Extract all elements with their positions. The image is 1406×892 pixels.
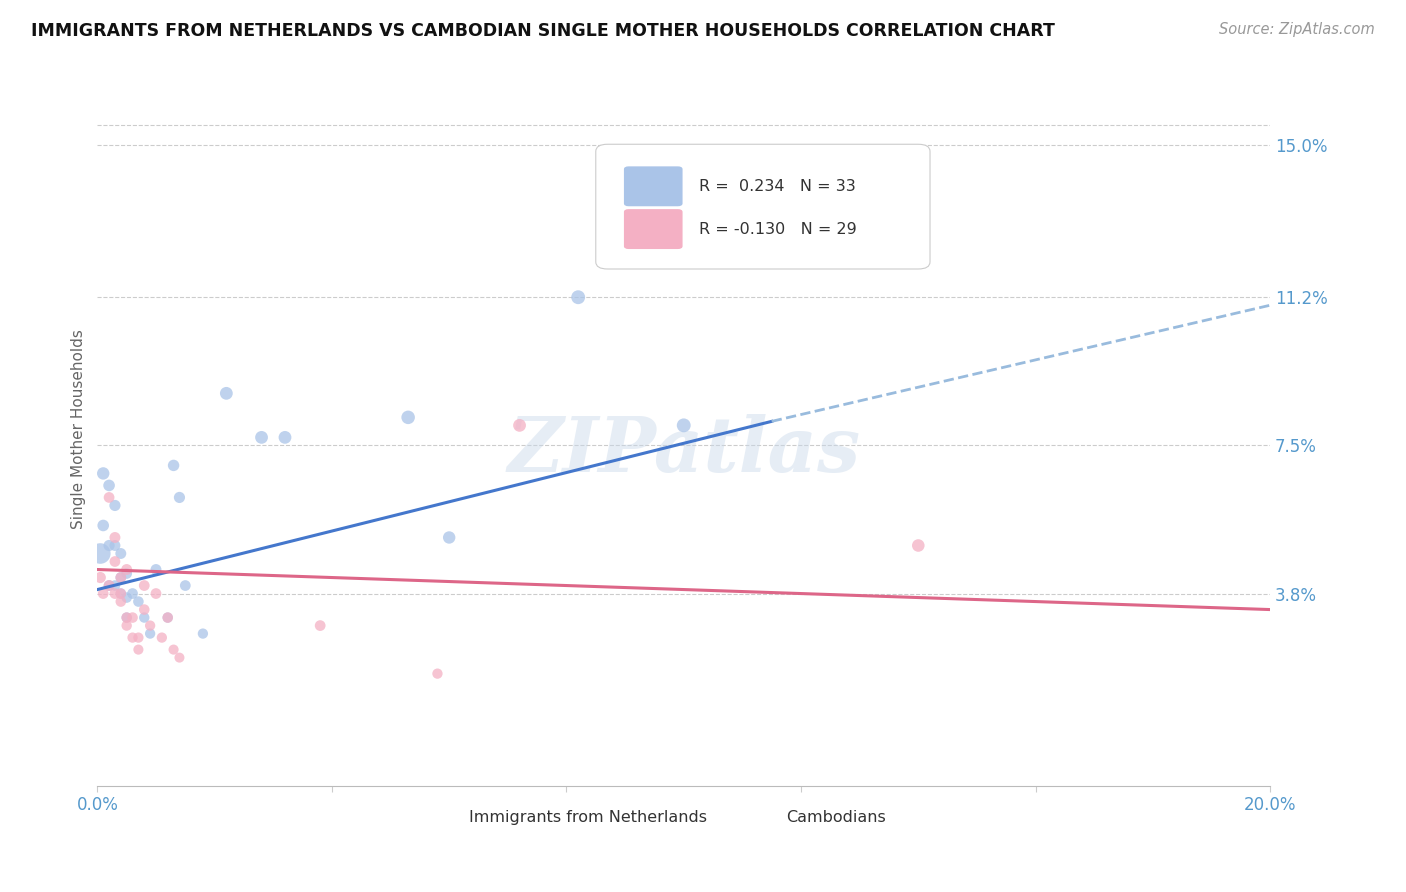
Point [134, 610, 156, 624]
Point [274, 430, 297, 444]
Point [169, 491, 191, 505]
Text: IMMIGRANTS FROM NETHERLANDS VS CAMBODIAN SINGLE MOTHER HOUSEHOLDS CORRELATION CH: IMMIGRANTS FROM NETHERLANDS VS CAMBODIAN… [31, 22, 1054, 40]
Point [174, 578, 197, 592]
Text: Source: ZipAtlas.com: Source: ZipAtlas.com [1219, 22, 1375, 37]
Point [156, 610, 179, 624]
Point [169, 650, 191, 665]
Point [104, 531, 127, 545]
Point [121, 631, 143, 645]
Point [104, 499, 127, 513]
FancyBboxPatch shape [624, 209, 682, 249]
Text: Immigrants from Netherlands: Immigrants from Netherlands [470, 810, 707, 824]
Point [115, 618, 138, 632]
Point [162, 642, 184, 657]
Point [89, 547, 111, 561]
Point [250, 430, 273, 444]
Point [110, 586, 132, 600]
FancyBboxPatch shape [624, 166, 682, 206]
Point [110, 570, 132, 584]
Point [426, 666, 449, 681]
Point [115, 610, 138, 624]
Point [98, 578, 121, 592]
Text: R = -0.130   N = 29: R = -0.130 N = 29 [699, 221, 856, 236]
Point [162, 458, 184, 473]
Point [115, 591, 138, 605]
Point [89, 570, 111, 584]
Point [98, 578, 121, 592]
Point [110, 594, 132, 608]
Point [150, 631, 173, 645]
Point [145, 562, 167, 576]
Point [98, 478, 121, 492]
Point [127, 594, 149, 608]
Point [110, 547, 132, 561]
Point [509, 418, 531, 433]
Point [91, 586, 114, 600]
Point [104, 554, 127, 568]
Text: Cambodians: Cambodians [786, 810, 886, 824]
FancyBboxPatch shape [427, 804, 461, 830]
Text: ZIPatlas: ZIPatlas [508, 414, 860, 488]
Point [104, 539, 127, 553]
Point [156, 610, 179, 624]
Point [104, 586, 127, 600]
Point [104, 578, 127, 592]
Point [215, 386, 238, 401]
Point [127, 642, 149, 657]
FancyBboxPatch shape [596, 145, 929, 269]
Point [115, 562, 138, 576]
Point [567, 290, 589, 304]
Point [139, 618, 162, 632]
Point [907, 539, 929, 553]
Point [121, 610, 143, 624]
Point [91, 518, 114, 533]
Point [115, 610, 138, 624]
Point [614, 178, 637, 193]
Point [396, 410, 419, 425]
Point [115, 566, 138, 581]
Point [191, 626, 214, 640]
Point [121, 586, 143, 600]
Point [98, 491, 121, 505]
Point [672, 418, 695, 433]
Point [91, 467, 114, 481]
Point [145, 586, 167, 600]
Point [309, 618, 332, 632]
Point [134, 578, 156, 592]
Point [110, 586, 132, 600]
Point [139, 626, 162, 640]
Point [437, 531, 460, 545]
Point [98, 539, 121, 553]
Point [110, 570, 132, 584]
Text: R =  0.234   N = 33: R = 0.234 N = 33 [699, 178, 856, 194]
Y-axis label: Single Mother Households: Single Mother Households [72, 329, 86, 529]
FancyBboxPatch shape [745, 804, 778, 830]
Point [127, 631, 149, 645]
Point [134, 602, 156, 616]
